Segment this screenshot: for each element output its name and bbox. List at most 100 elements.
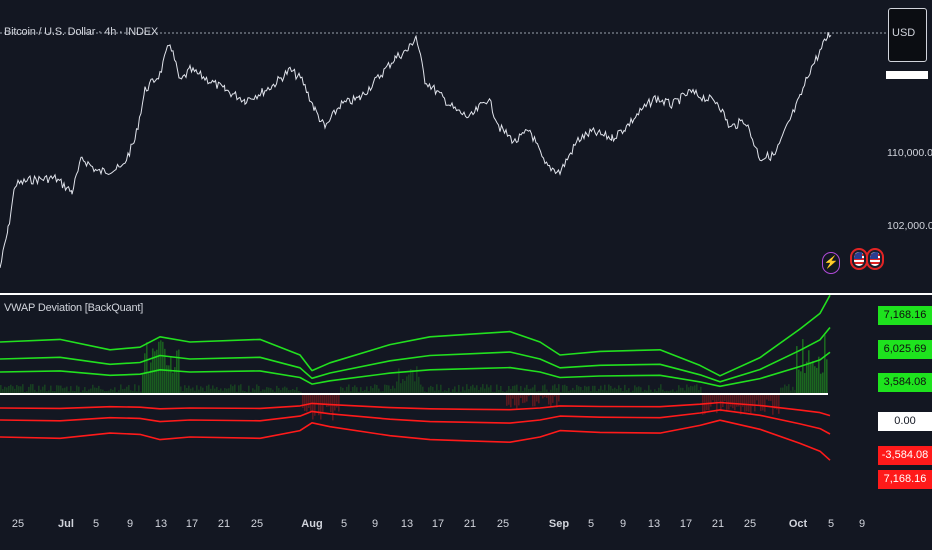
histogram-bar: [536, 395, 538, 402]
histogram-bar: [362, 390, 364, 394]
histogram-bar: [478, 389, 480, 394]
histogram-bar: [286, 387, 288, 394]
histogram-bar: [424, 391, 426, 394]
histogram-bar: [242, 390, 244, 394]
histogram-bar: [686, 384, 688, 394]
time-axis-label: 9: [371, 518, 379, 530]
histogram-bar: [426, 391, 428, 394]
histogram-bar: [158, 341, 160, 394]
time-axis-label: 13: [400, 518, 414, 530]
histogram-bar: [552, 385, 554, 394]
histogram-bar: [560, 391, 562, 394]
histogram-bar: [812, 361, 814, 394]
indicator-tag-upper-1: 3,584.08: [878, 373, 932, 392]
lightning-icon[interactable]: ⚡: [822, 252, 840, 274]
price-axis-label: 102,000.00: [887, 220, 932, 232]
histogram-bar: [824, 334, 826, 394]
histogram-bar: [46, 391, 48, 394]
histogram-bar: [112, 389, 114, 394]
histogram-bar: [524, 395, 526, 403]
histogram-bar: [124, 388, 126, 394]
histogram-bar: [198, 389, 200, 394]
histogram-bar: [462, 386, 464, 394]
histogram-bar: [450, 391, 452, 394]
histogram-bar: [676, 390, 678, 394]
histogram-bar: [524, 387, 526, 394]
histogram-bar: [372, 388, 374, 394]
histogram-bar: [412, 369, 414, 394]
histogram-bar: [196, 385, 198, 394]
histogram-bar: [72, 390, 74, 394]
histogram-bar: [640, 387, 642, 394]
histogram-bar: [420, 384, 422, 394]
histogram-bar: [254, 389, 256, 394]
histogram-bar: [628, 388, 630, 394]
histogram-bar: [590, 391, 592, 394]
histogram-bar: [324, 395, 326, 405]
histogram-bar: [102, 389, 104, 394]
currency-button[interactable]: USD: [888, 8, 927, 62]
histogram-bar: [680, 387, 682, 394]
histogram-bar: [142, 374, 144, 394]
histogram-bar: [256, 384, 258, 394]
time-axis-label: 25: [743, 518, 757, 530]
histogram-bar: [268, 387, 270, 394]
histogram-bar: [228, 388, 230, 394]
histogram-bar: [702, 395, 704, 415]
us-flag-icon[interactable]: [866, 248, 884, 270]
histogram-bar: [386, 385, 388, 394]
histogram-bar: [594, 385, 596, 394]
histogram-bar: [68, 391, 70, 394]
histogram-bar: [774, 395, 776, 409]
histogram-bar: [444, 390, 446, 394]
histogram-bar: [674, 391, 676, 394]
time-axis-label: 9: [126, 518, 134, 530]
histogram-bar: [534, 384, 536, 394]
histogram-bar: [672, 389, 674, 394]
histogram-bar: [502, 391, 504, 394]
indicator-tag-upper-3: 7,168.16: [878, 306, 932, 325]
histogram-bar: [542, 395, 544, 399]
histogram-bar: [814, 366, 816, 394]
histogram-bar: [346, 386, 348, 394]
histogram-bar: [696, 384, 698, 394]
symbol-title[interactable]: Bitcoin / U.S. Dollar · 4h · INDEX: [4, 26, 158, 38]
histogram-bar: [518, 391, 520, 394]
time-axis-label: 17: [431, 518, 445, 530]
histogram-bar: [404, 380, 406, 394]
histogram-bar: [86, 391, 88, 394]
histogram-bar: [270, 388, 272, 394]
histogram-bar: [406, 376, 408, 394]
histogram-bar: [816, 367, 818, 394]
time-axis-label: 5: [827, 518, 835, 530]
histogram-bar: [266, 387, 268, 394]
histogram-bar: [184, 385, 186, 394]
histogram-bar: [718, 395, 720, 401]
histogram-bar: [128, 385, 130, 394]
histogram-bar: [544, 384, 546, 394]
histogram-bar: [550, 389, 552, 394]
histogram-bar: [326, 395, 328, 408]
histogram-bar: [784, 384, 786, 394]
histogram-bar: [526, 395, 528, 402]
histogram-bar: [38, 385, 40, 394]
histogram-bar: [350, 391, 352, 394]
histogram-bar: [710, 395, 712, 407]
histogram-bar: [448, 387, 450, 394]
histogram-bar: [454, 386, 456, 394]
histogram-bar: [114, 387, 116, 394]
histogram-bar: [92, 384, 94, 394]
histogram-bar: [156, 349, 158, 394]
histogram-bar: [180, 386, 182, 394]
histogram-bar: [130, 390, 132, 394]
histogram-bar: [232, 386, 234, 394]
histogram-bar: [28, 386, 30, 394]
indicator-title[interactable]: VWAP Deviation [BackQuant]: [4, 302, 144, 314]
histogram-bar: [314, 395, 316, 416]
price-axis-label: 110,000.00: [887, 147, 932, 159]
histogram-bar: [670, 390, 672, 394]
histogram-bar: [708, 395, 710, 411]
vwap-bands: [0, 294, 831, 461]
histogram-bar: [52, 390, 54, 394]
